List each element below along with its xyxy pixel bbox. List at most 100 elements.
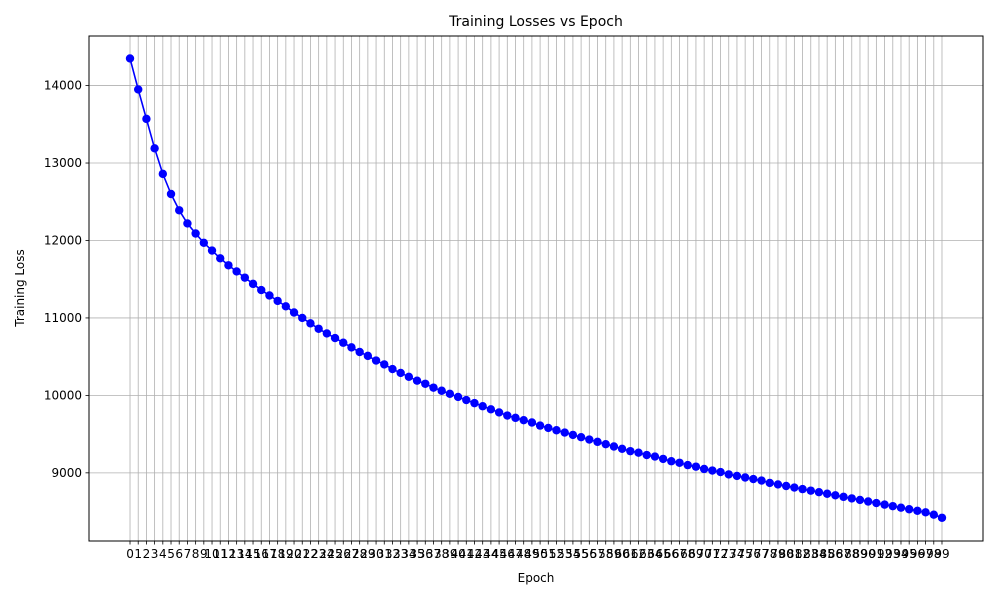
data-point [880,500,889,509]
data-point [863,497,873,506]
data-point [322,329,332,338]
data-point [839,492,848,502]
data-point [872,498,881,508]
data-point [576,433,586,442]
data-point [519,415,528,425]
data-point [412,376,422,385]
x-tick-label: 72 [713,547,728,561]
data-point [445,389,455,399]
data-point [142,114,151,124]
x-tick-label: 19 [278,547,293,561]
x-tick-label: 87 [836,547,851,561]
data-point [601,439,610,449]
x-tick-label: 86 [828,547,843,561]
x-tick-label: 8 [192,547,200,561]
data-point [183,219,192,228]
x-tick-label: 31 [377,547,392,561]
x-tick-label: 55 [573,547,588,561]
data-point [929,510,938,519]
x-tick-label: 46 [500,547,515,561]
data-point [355,347,364,357]
x-tick-label: 14 [237,547,252,561]
series-line [129,58,943,519]
data-point [134,85,143,94]
x-tick-label: 78 [762,547,777,561]
x-tick-label: 3 [151,547,159,561]
data-point [191,229,200,238]
x-tick-label: 91 [869,547,884,561]
x-tick-label: 5 [167,547,175,561]
x-tick-label: 79 [770,547,785,561]
grid-lines [89,36,983,541]
data-point [814,488,824,497]
data-point [298,313,307,323]
x-tick-label: 83 [803,547,818,561]
x-tick-label: 81 [787,547,802,561]
data-point [527,418,537,427]
data-point [388,364,397,374]
x-axis-label: Epoch [518,571,555,585]
x-tick-label: 9 [200,547,208,561]
x-tick-label: 71 [705,547,720,561]
x-tick-label: 54 [565,547,580,561]
data-point [798,484,807,494]
x-tick-label: 2 [143,547,151,561]
data-point [207,246,217,255]
data-point [503,411,512,420]
data-point [347,343,356,352]
data-point [453,392,463,402]
x-tick-label: 88 [844,547,859,561]
data-point [921,508,930,517]
x-tick-label: 45 [491,547,506,561]
data-point [421,379,430,388]
data-point [371,356,381,365]
data-point [166,189,176,199]
data-point [380,360,389,369]
x-tick-label: 80 [779,547,794,561]
x-tick-label: 98 [926,547,941,561]
data-point [585,435,594,444]
data-point [486,405,496,414]
x-tick-label: 57 [590,547,605,561]
x-tick-label: 59 [606,547,621,561]
x-tick-label: 89 [852,547,867,561]
x-axis-ticks: 0 1 2 3 4 5 6 7 8 9101112131415161718192021222324… [126,541,950,561]
x-tick-label: 85 [820,547,835,561]
x-tick-label: 41 [459,547,474,561]
series-layer [125,54,947,522]
data-point [265,291,274,300]
data-point [732,471,742,481]
y-tick-label: 12000 [44,233,82,247]
x-tick-label: 90 [861,547,876,561]
data-point [199,238,209,248]
x-tick-label: 93 [885,547,900,561]
data-point [462,395,471,405]
x-tick-label: 63 [639,547,654,561]
data-point [904,505,914,514]
x-tick-label: 61 [623,547,638,561]
x-tick-label: 64 [647,547,662,561]
data-point [765,478,774,488]
x-tick-label: 49 [524,547,539,561]
data-point [831,491,840,500]
x-tick-label: 35 [409,547,424,561]
y-tick-label: 14000 [44,79,82,93]
data-point [232,267,241,276]
x-tick-label: 4 [159,547,167,561]
x-tick-label: 75 [738,547,753,561]
data-point [552,426,561,435]
data-point [240,273,250,282]
x-tick-label: 74 [729,547,744,561]
x-tick-label: 10 [204,547,219,561]
x-tick-label: 97 [918,547,933,561]
x-tick-label: 48 [516,547,531,561]
x-tick-label: 36 [418,547,433,561]
data-point [429,383,438,392]
x-tick-label: 99 [934,547,949,561]
data-point [806,486,815,495]
x-tick-label: 22 [303,547,318,561]
data-point [708,466,717,475]
data-point [683,460,692,470]
data-point [560,428,569,437]
